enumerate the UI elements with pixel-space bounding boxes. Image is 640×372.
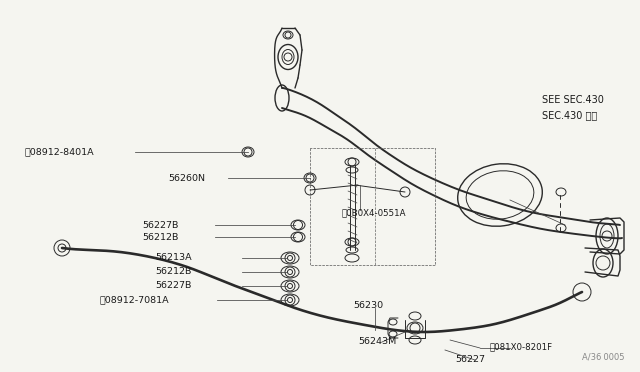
Text: ⑂0B0X4-0551A: ⑂0B0X4-0551A [342, 208, 406, 218]
Text: 56227: 56227 [455, 356, 485, 365]
Text: 56212B: 56212B [142, 232, 179, 241]
Text: ⑂081X0-8201F: ⑂081X0-8201F [490, 343, 553, 352]
Text: 56213A: 56213A [155, 253, 191, 263]
Text: A/36 0005: A/36 0005 [582, 353, 625, 362]
Text: 56260N: 56260N [168, 173, 205, 183]
Text: 56230: 56230 [353, 301, 383, 310]
Text: SEE SEC.430: SEE SEC.430 [542, 95, 604, 105]
Text: ⓝ08912-7081A: ⓝ08912-7081A [100, 295, 170, 305]
Text: 56227B: 56227B [155, 282, 191, 291]
Text: 56212B: 56212B [155, 267, 191, 276]
Text: 56243M: 56243M [358, 337, 396, 346]
Text: ⓝ08912-8401A: ⓝ08912-8401A [25, 148, 95, 157]
Text: 56227B: 56227B [142, 221, 179, 230]
Text: SEC.430 参照: SEC.430 参照 [542, 110, 597, 120]
